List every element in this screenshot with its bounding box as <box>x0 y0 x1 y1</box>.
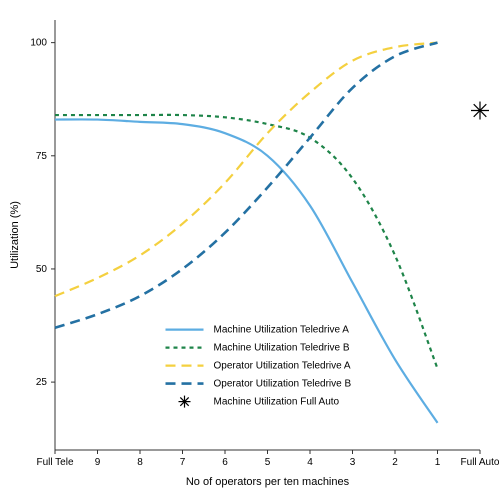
svg-text:2: 2 <box>392 457 398 468</box>
svg-text:Operator Utilization Teledrive: Operator Utilization Teledrive B <box>214 379 352 390</box>
utilization-chart: 25 50 75 100 Full Tele 9 8 7 6 5 4 3 2 1 Full Auto No o… <box>0 0 500 500</box>
svg-text:Full Auto: Full Auto <box>461 457 500 468</box>
svg-text:50: 50 <box>36 264 48 275</box>
svg-text:7: 7 <box>180 457 186 468</box>
svg-text:100: 100 <box>30 38 47 49</box>
svg-text:Utilization (%): Utilization (%) <box>9 201 21 269</box>
svg-text:9: 9 <box>95 457 101 468</box>
svg-text:3: 3 <box>350 457 356 468</box>
svg-text:Machine Utilization Full Auto: Machine Utilization Full Auto <box>214 397 340 408</box>
svg-text:Machine Utilization Teledrive: Machine Utilization Teledrive A <box>214 325 350 336</box>
svg-text:8: 8 <box>137 457 143 468</box>
svg-text:1: 1 <box>435 457 441 468</box>
svg-text:6: 6 <box>222 457 228 468</box>
svg-text:75: 75 <box>36 151 48 162</box>
svg-text:Operator Utilization Teledrive: Operator Utilization Teledrive A <box>214 361 351 372</box>
svg-text:5: 5 <box>265 457 271 468</box>
svg-text:Machine Utilization Teledrive: Machine Utilization Teledrive B <box>214 343 350 354</box>
svg-text:No of operators per ten machin: No of operators per ten machines <box>186 476 350 488</box>
svg-text:Full Tele: Full Tele <box>36 457 73 468</box>
svg-text:4: 4 <box>307 457 313 468</box>
svg-text:25: 25 <box>36 377 48 388</box>
